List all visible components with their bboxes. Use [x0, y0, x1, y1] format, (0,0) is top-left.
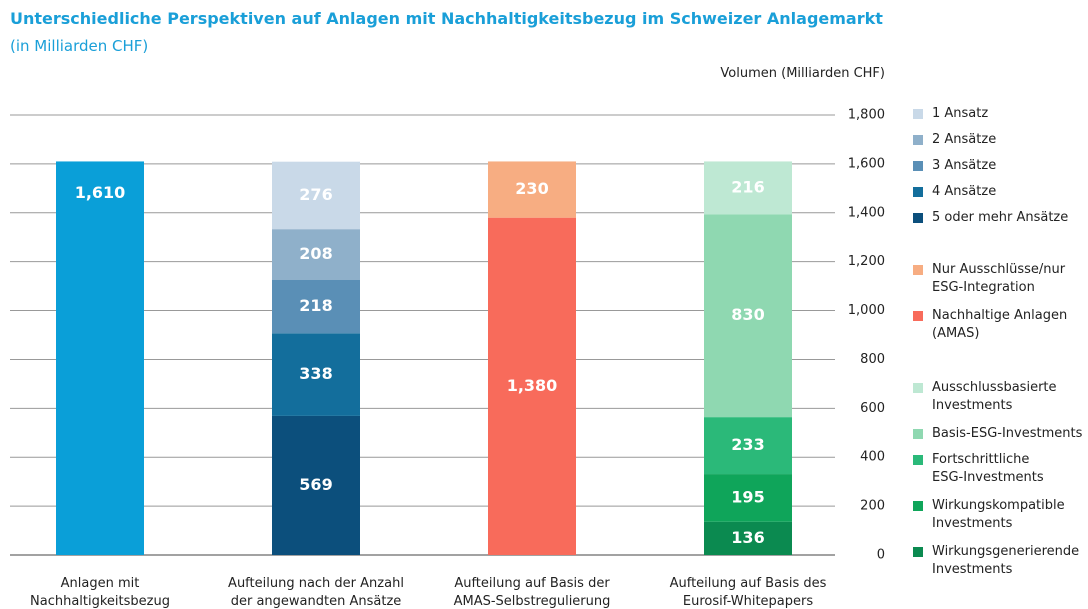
legend-swatch [913, 161, 923, 171]
data-label: 338 [299, 364, 332, 383]
y-tick-label: 800 [860, 352, 885, 367]
legend-label: 2 Ansätze [932, 132, 997, 147]
bar-segment [704, 161, 792, 215]
bar-segment [704, 214, 792, 418]
data-label: 136 [731, 528, 764, 547]
bar-segment [488, 217, 576, 555]
data-label: 1,610 [75, 183, 126, 202]
bar-segment [488, 161, 576, 218]
bar-segment [704, 521, 792, 555]
legend-swatch [913, 501, 923, 511]
y-tick-label: 1,600 [848, 156, 885, 171]
data-label: 233 [731, 435, 764, 454]
legend-label: Basis-ESG-Investments [932, 426, 1083, 441]
legend-label: 1 Ansatz [932, 106, 989, 121]
x-tick-label: Aufteilung auf Basis der AMAS-Selbstregu… [453, 576, 611, 609]
y-axis-label: Volumen (Milliarden CHF) [720, 66, 885, 81]
data-label: 830 [731, 305, 764, 324]
legend-label: Nachhaltige Anlagen (AMAS) [932, 308, 1068, 341]
legend-label: 3 Ansätze [932, 158, 997, 173]
y-tick-label: 1,200 [848, 254, 885, 269]
bar-segment [704, 417, 792, 475]
data-label: 230 [515, 179, 548, 198]
x-tick-label: Anlagen mit Nachhaltigkeitsbezug [30, 576, 170, 609]
legend-label: Nur Ausschlüsse/nur ESG-Integration [932, 262, 1066, 295]
legend-label: 4 Ansätze [932, 184, 997, 199]
data-label: 1,380 [507, 376, 558, 395]
chart-title: Unterschiedliche Perspektiven auf Anlage… [10, 9, 883, 28]
y-tick-label: 0 [877, 548, 885, 563]
y-tick-label: 1,400 [848, 205, 885, 220]
legend-label: Wirkungsgenerierende Investments [932, 544, 1080, 577]
data-label: 276 [299, 185, 332, 204]
data-label: 208 [299, 244, 332, 263]
legend-swatch [913, 311, 923, 321]
y-tick-label: 600 [860, 401, 885, 416]
y-tick-label: 200 [860, 499, 885, 514]
legend-swatch [913, 429, 923, 439]
data-label: 195 [731, 487, 764, 506]
data-label: 218 [299, 296, 332, 315]
legend-label: Ausschlussbasierte Investments [932, 380, 1057, 413]
x-tick-label: Aufteilung auf Basis des Eurosif-Whitepa… [669, 576, 827, 609]
bar-segment [272, 161, 360, 230]
legend-swatch [913, 455, 923, 465]
legend-swatch [913, 383, 923, 393]
bar-segment [272, 229, 360, 280]
bar-segment [272, 415, 360, 555]
y-tick-label: 1,800 [848, 108, 885, 123]
bar-segment [272, 333, 360, 416]
legend-swatch [913, 187, 923, 197]
data-label: 569 [299, 475, 332, 494]
legend-swatch [913, 547, 923, 557]
y-tick-label: 1,000 [848, 303, 885, 318]
legend-label: Wirkungskompatible Investments [932, 498, 1065, 531]
x-tick-label: Aufteilung nach der Anzahl der angewandt… [228, 576, 404, 609]
legend-swatch [913, 135, 923, 145]
bar-segment [704, 474, 792, 522]
bar-segment [56, 161, 144, 555]
legend-label: Fortschrittliche ESG-Investments [932, 452, 1044, 485]
data-label: 216 [731, 177, 764, 196]
bar-segment [272, 280, 360, 334]
legend-swatch [913, 265, 923, 275]
legend-swatch [913, 213, 923, 223]
legend-swatch [913, 109, 923, 119]
legend-label: 5 oder mehr Ansätze [932, 210, 1069, 225]
chart-subtitle: (in Milliarden CHF) [10, 37, 149, 55]
y-tick-label: 400 [860, 450, 885, 465]
